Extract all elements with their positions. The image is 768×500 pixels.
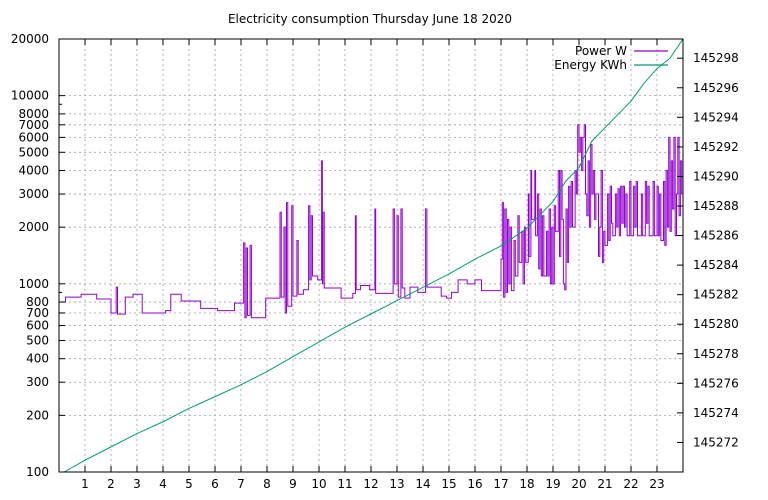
y-tick-label-3000: 3000 (18, 187, 49, 201)
y-tick-label-20000: 20000 (11, 32, 49, 46)
y2-tick-label-145272: 145272 (693, 435, 739, 449)
x-tick-label-9: 9 (289, 477, 297, 491)
x-tick-label-12: 12 (363, 477, 378, 491)
x-tick-label-20: 20 (571, 477, 586, 491)
y-tick-label-200: 200 (26, 408, 49, 422)
y-tick-label-8000: 8000 (18, 107, 49, 121)
x-tick-label-6: 6 (211, 477, 219, 491)
axes: 1 2 3 4 5 6 7 8 9 10 11 12 13 14 15 16 17 18 19 20 21 22 23100… (11, 32, 739, 491)
x-tick-label-15: 15 (441, 477, 456, 491)
x-tick-label-5: 5 (185, 477, 193, 491)
legend-label-energy: Energy KWh (554, 58, 627, 72)
y-tick-label-7000: 7000 (18, 118, 49, 132)
grid-lines (59, 38, 683, 473)
y2-tick-label-145274: 145274 (693, 406, 739, 420)
x-tick-label-2: 2 (107, 477, 115, 491)
x-tick-label-21: 21 (597, 477, 612, 491)
series-layer (59, 38, 684, 473)
series-line-energy (63, 38, 684, 473)
y-tick-label-6000: 6000 (18, 130, 49, 144)
y2-tick-label-145280: 145280 (693, 317, 739, 331)
x-tick-label-16: 16 (467, 477, 482, 491)
x-tick-label-13: 13 (389, 477, 404, 491)
y2-tick-label-145290: 145290 (693, 169, 739, 183)
x-tick-label-1: 1 (81, 477, 89, 491)
y-tick-label-600: 600 (26, 319, 49, 333)
x-tick-label-11: 11 (337, 477, 352, 491)
y-tick-label-500: 500 (26, 333, 49, 347)
y2-tick-label-145278: 145278 (693, 347, 739, 361)
y-tick-label-4000: 4000 (18, 164, 49, 178)
y2-tick-label-145284: 145284 (693, 258, 739, 272)
x-tick-label-14: 14 (415, 477, 430, 491)
x-tick-label-3: 3 (133, 477, 141, 491)
y-tick-label-400: 400 (26, 352, 49, 366)
y-tick-label-800: 800 (26, 295, 49, 309)
y2-tick-label-145286: 145286 (693, 229, 739, 243)
y2-tick-label-145288: 145288 (693, 199, 739, 213)
x-tick-label-17: 17 (493, 477, 508, 491)
x-tick-label-22: 22 (623, 477, 638, 491)
x-tick-label-8: 8 (263, 477, 271, 491)
y2-tick-label-145276: 145276 (693, 376, 739, 390)
y-tick-label-700: 700 (26, 306, 49, 320)
y-tick-label-1000: 1000 (18, 277, 49, 291)
legend-label-power: Power W (575, 44, 627, 58)
y2-tick-label-145298: 145298 (693, 51, 739, 65)
x-tick-label-23: 23 (649, 477, 664, 491)
series-line-power (59, 124, 683, 319)
y-tick-label-100: 100 (26, 465, 49, 479)
x-tick-label-19: 19 (545, 477, 560, 491)
x-tick-label-7: 7 (237, 477, 245, 491)
y-tick-label-10000: 10000 (11, 89, 49, 103)
x-tick-label-18: 18 (519, 477, 534, 491)
x-tick-label-4: 4 (159, 477, 167, 491)
y2-tick-label-145292: 145292 (693, 140, 739, 154)
y-tick-label-5000: 5000 (18, 145, 49, 159)
legend: Power W Energy KWh (554, 44, 668, 72)
x-tick-label-10: 10 (311, 477, 326, 491)
y-tick-label-300: 300 (26, 375, 49, 389)
y2-tick-label-145294: 145294 (693, 110, 739, 124)
y-tick-label-2000: 2000 (18, 220, 49, 234)
y2-tick-label-145296: 145296 (693, 81, 739, 95)
y2-tick-label-145282: 145282 (693, 288, 739, 302)
plot-border (58, 38, 684, 473)
chart-title: Electricity consumption Thursday June 18… (228, 12, 512, 26)
